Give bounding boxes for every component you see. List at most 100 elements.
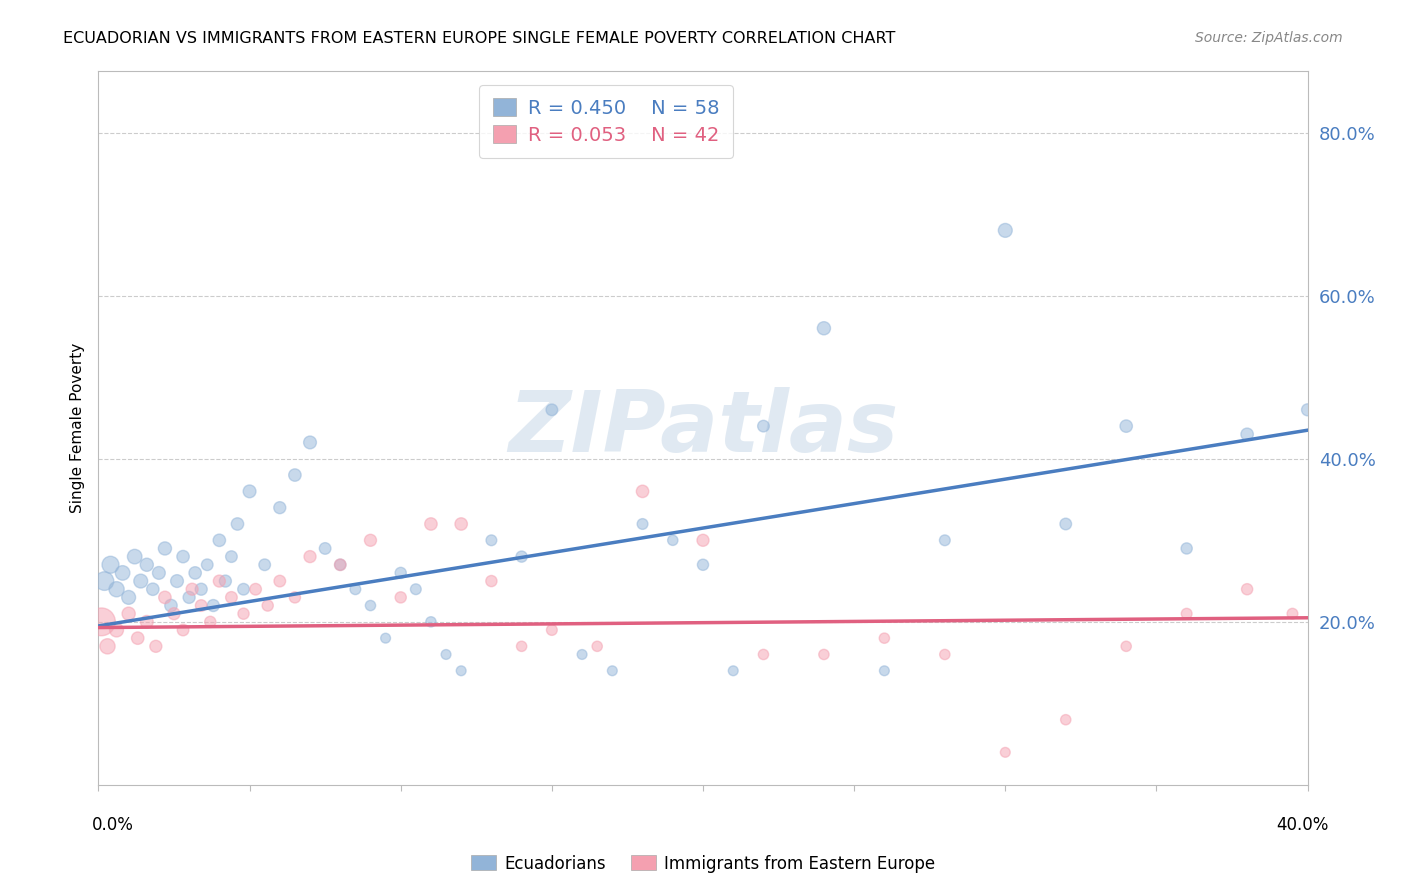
Point [1054,713,1077,727]
Point [284,468,307,483]
Point [202,599,225,613]
Point [239,484,262,499]
Point [90,615,112,629]
Point [105,623,128,637]
Point [540,623,562,637]
Point [510,549,533,564]
Point [661,533,683,548]
Point [181,582,204,597]
Point [299,435,322,450]
Point [142,582,165,597]
Point [586,640,609,654]
Point [232,582,254,597]
Point [148,566,170,580]
Point [692,558,714,572]
Text: ECUADORIAN VS IMMIGRANTS FROM EASTERN EUROPE SINGLE FEMALE POVERTY CORRELATION C: ECUADORIAN VS IMMIGRANTS FROM EASTERN EU… [63,31,896,46]
Point [571,648,593,662]
Point [692,533,714,548]
Point [100,558,122,572]
Text: 40.0%: 40.0% [1277,816,1329,834]
Point [813,321,835,335]
Point [221,591,243,605]
Point [1236,427,1258,442]
Point [214,574,236,588]
Point [374,631,396,645]
Point [145,640,167,654]
Text: ZIPatlas: ZIPatlas [508,386,898,470]
Point [873,664,896,678]
Point [226,516,249,531]
Point [1115,419,1137,434]
Text: Source: ZipAtlas.com: Source: ZipAtlas.com [1195,31,1343,45]
Point [481,574,503,588]
Point [1296,402,1319,417]
Point [190,599,212,613]
Point [873,631,896,645]
Point [208,574,231,588]
Point [1115,640,1137,654]
Legend: Ecuadorians, Immigrants from Eastern Europe: Ecuadorians, Immigrants from Eastern Eur… [464,848,942,880]
Point [481,533,503,548]
Point [269,574,291,588]
Point [127,631,149,645]
Point [329,558,352,572]
Point [934,533,956,548]
Point [153,541,176,556]
Point [166,574,188,588]
Point [389,591,412,605]
Point [752,419,775,434]
Point [631,516,654,531]
Point [329,558,352,572]
Point [129,574,152,588]
Point [360,599,382,613]
Point [184,566,207,580]
Point [389,566,412,580]
Point [163,607,186,621]
Point [314,541,336,556]
Point [1281,607,1303,621]
Point [360,533,382,548]
Point [179,591,201,605]
Point [153,591,176,605]
Point [135,558,157,572]
Point [105,582,128,597]
Point [256,599,278,613]
Point [269,500,291,515]
Text: 0.0%: 0.0% [91,816,134,834]
Point [723,664,745,678]
Point [135,615,157,629]
Point [221,549,243,564]
Point [118,591,141,605]
Point [405,582,427,597]
Point [208,533,231,548]
Point [602,664,624,678]
Point [160,599,183,613]
Point [420,516,443,531]
Point [420,615,443,629]
Point [118,607,141,621]
Point [93,574,115,588]
Point [195,558,218,572]
Point [190,582,212,597]
Legend: R = 0.450    N = 58, R = 0.053    N = 42: R = 0.450 N = 58, R = 0.053 N = 42 [479,85,733,159]
Point [540,402,562,417]
Point [510,640,533,654]
Point [344,582,367,597]
Point [1175,607,1198,621]
Point [752,648,775,662]
Point [434,648,457,662]
Point [450,516,472,531]
Point [172,623,194,637]
Point [232,607,254,621]
Point [1175,541,1198,556]
Point [200,615,222,629]
Point [1236,582,1258,597]
Point [934,648,956,662]
Point [631,484,654,499]
Point [172,549,194,564]
Point [253,558,276,572]
Point [284,591,307,605]
Y-axis label: Single Female Poverty: Single Female Poverty [69,343,84,513]
Point [813,648,835,662]
Point [1054,516,1077,531]
